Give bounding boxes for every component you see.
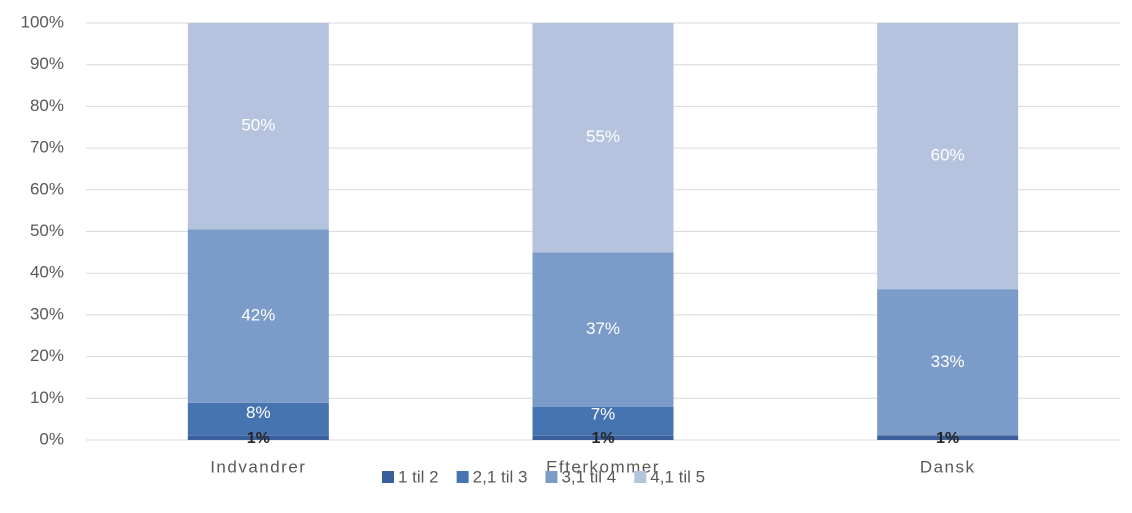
data-label: 50%: [241, 116, 275, 135]
data-label: 1%: [247, 430, 270, 447]
data-label: 7%: [591, 405, 616, 424]
data-label: 1%: [591, 430, 614, 447]
data-label: 37%: [586, 319, 620, 338]
legend-swatch: [545, 471, 558, 483]
legend-label: 1 til 2: [398, 467, 439, 486]
legend-label: 2,1 til 3: [473, 467, 528, 486]
y-tick-label: 40%: [30, 263, 64, 282]
x-tick-label: Indvandrer: [210, 457, 306, 476]
legend-swatch: [382, 471, 394, 483]
bar-segment: [532, 406, 674, 436]
bar-segment: [187, 23, 329, 230]
x-tick-label: Efterkommer: [546, 457, 660, 476]
data-label: 1%: [936, 430, 959, 447]
data-label: 60%: [931, 146, 965, 165]
y-tick-label: 20%: [30, 346, 64, 365]
legend-label: 3,1 til 4: [561, 467, 616, 486]
y-tick-label: 80%: [30, 96, 64, 115]
bar-segment: [877, 23, 1019, 290]
data-label: 42%: [241, 306, 275, 325]
bar-segment: [532, 252, 674, 407]
y-tick-label: 10%: [30, 388, 64, 407]
bar-segment: [532, 435, 674, 440]
y-tick-label: 60%: [30, 179, 64, 198]
y-tick-label: 50%: [30, 221, 64, 240]
y-tick-label: 0%: [39, 429, 64, 448]
bar-segment: [187, 229, 329, 403]
legend-swatch: [634, 471, 647, 483]
y-tick-label: 70%: [30, 138, 64, 157]
y-tick-label: 100%: [21, 12, 64, 31]
y-tick-label: 30%: [30, 304, 64, 323]
bar-segment: [877, 435, 1019, 440]
x-tick-label: Dansk: [920, 457, 976, 476]
data-label: 8%: [246, 403, 271, 422]
legend-label: 4,1 til 5: [650, 467, 705, 486]
bar-segment: [877, 289, 1019, 436]
data-label: 33%: [931, 352, 965, 371]
bar-segment: [532, 23, 674, 253]
bar-segment: [187, 402, 329, 436]
bar-segment: [187, 435, 329, 440]
legend-swatch: [456, 471, 469, 483]
data-label: 55%: [586, 127, 620, 146]
y-tick-label: 90%: [30, 54, 64, 73]
